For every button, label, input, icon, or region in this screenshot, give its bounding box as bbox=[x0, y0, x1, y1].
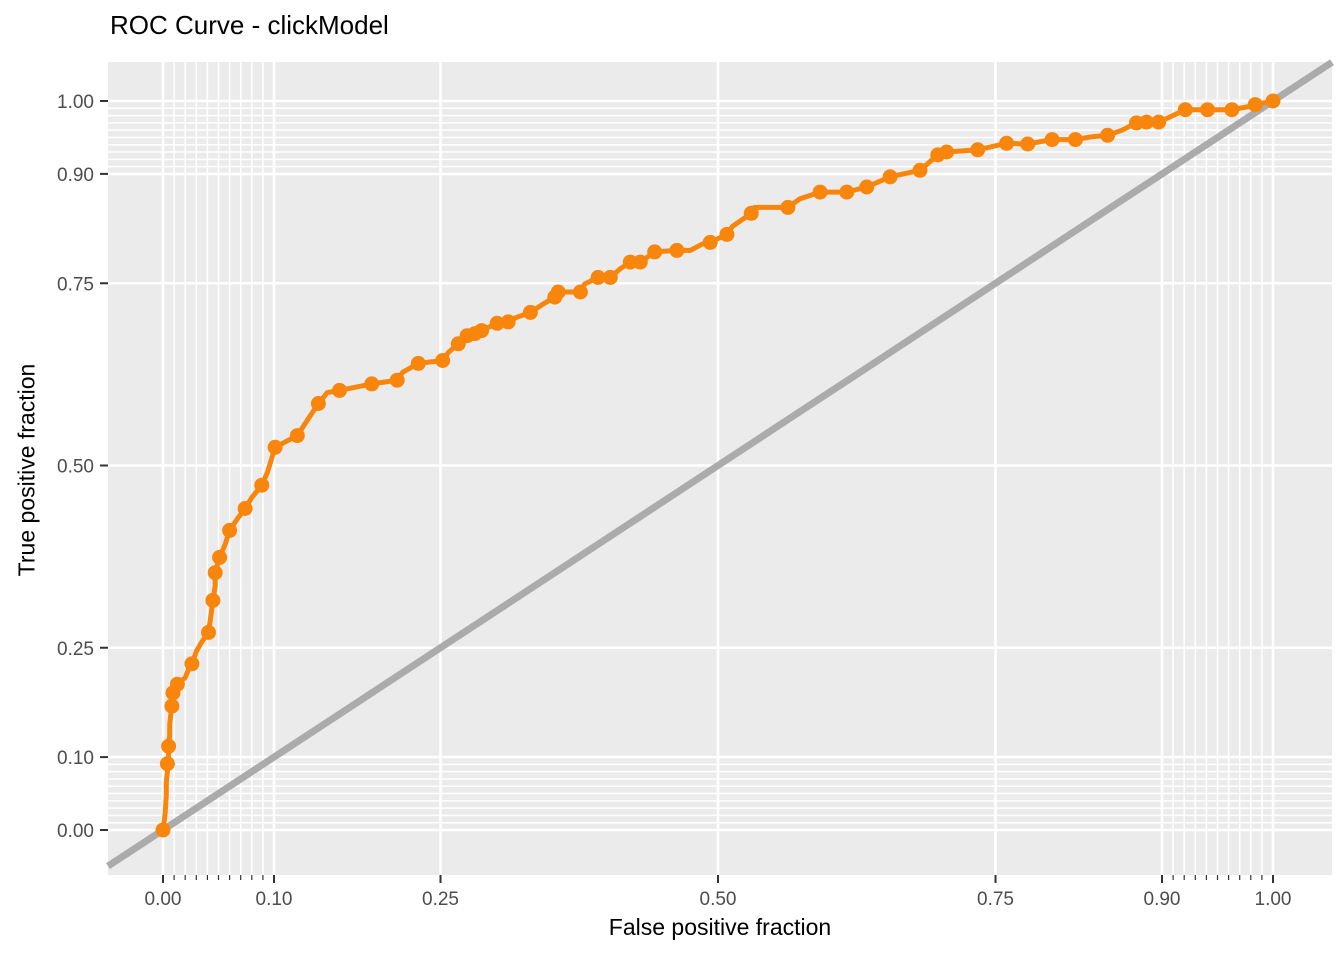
roc-point bbox=[839, 184, 855, 200]
x-tick-label: 0.90 bbox=[1144, 889, 1181, 910]
roc-point bbox=[1224, 102, 1240, 118]
roc-point bbox=[780, 199, 796, 215]
roc-point bbox=[1139, 114, 1154, 130]
roc-curve-points bbox=[155, 93, 1281, 838]
x-tick-labels: 0.00 0.10 0.25 0.50 0.75 0.90 1.00 bbox=[145, 889, 1292, 910]
roc-point bbox=[310, 396, 326, 411]
minor-gridlines bbox=[108, 62, 1332, 875]
x-tick-label: 0.75 bbox=[977, 889, 1014, 910]
roc-point bbox=[161, 738, 177, 754]
roc-point bbox=[410, 355, 426, 371]
roc-point bbox=[205, 592, 221, 608]
roc-point bbox=[590, 269, 606, 285]
roc-point bbox=[812, 184, 828, 200]
roc-point bbox=[222, 522, 238, 538]
roc-point bbox=[201, 624, 216, 640]
roc-point bbox=[212, 549, 228, 565]
roc-point bbox=[1067, 132, 1083, 148]
roc-point bbox=[912, 162, 928, 178]
roc-point bbox=[632, 254, 648, 270]
y-tick-labels: 0.00 0.10 0.25 0.50 0.75 0.90 1.00 bbox=[57, 92, 94, 842]
roc-point bbox=[389, 372, 405, 388]
roc-point bbox=[155, 822, 171, 838]
y-tick-label: 0.75 bbox=[57, 274, 94, 295]
x-tick-label: 1.00 bbox=[1255, 889, 1292, 910]
y-tick-label: 0.00 bbox=[57, 821, 94, 842]
roc-point bbox=[332, 382, 347, 398]
axis-ticks bbox=[100, 100, 1274, 883]
x-axis-title: False positive fraction bbox=[608, 914, 832, 940]
roc-point bbox=[237, 501, 253, 516]
roc-point bbox=[184, 656, 200, 672]
roc-point bbox=[970, 142, 986, 158]
x-tick-label: 0.00 bbox=[145, 889, 182, 910]
roc-point bbox=[1265, 93, 1281, 109]
roc-point bbox=[719, 226, 735, 242]
roc-point bbox=[474, 323, 490, 339]
x-tick-label: 0.25 bbox=[422, 889, 459, 910]
roc-point bbox=[999, 135, 1015, 151]
roc-point bbox=[1020, 136, 1036, 152]
chance-diagonal-line bbox=[106, 59, 1334, 870]
roc-point bbox=[207, 565, 223, 581]
y-tick-label: 0.10 bbox=[57, 748, 94, 769]
roc-point bbox=[859, 179, 875, 195]
y-tick-label: 0.25 bbox=[57, 639, 94, 660]
chart-title: ROC Curve - clickModel bbox=[110, 10, 389, 40]
roc-point bbox=[647, 244, 663, 260]
roc-point bbox=[1100, 127, 1116, 143]
roc-point bbox=[164, 698, 180, 714]
roc-point bbox=[1247, 97, 1263, 113]
roc-point bbox=[743, 205, 759, 221]
y-tick-label: 0.50 bbox=[57, 457, 94, 478]
x-tick-label: 0.10 bbox=[256, 889, 293, 910]
roc-point bbox=[702, 234, 718, 250]
x-tick-label: 0.50 bbox=[700, 889, 737, 910]
roc-point bbox=[289, 428, 305, 444]
roc-point bbox=[939, 144, 955, 160]
roc-point bbox=[364, 376, 380, 392]
roc-point bbox=[1044, 132, 1060, 148]
roc-point bbox=[602, 269, 618, 285]
roc-point bbox=[572, 284, 588, 300]
roc-point bbox=[435, 353, 451, 368]
roc-point bbox=[882, 169, 898, 185]
y-axis-title: True positive fraction bbox=[13, 363, 40, 577]
roc-point bbox=[489, 315, 505, 331]
roc-point bbox=[1177, 102, 1193, 118]
roc-point bbox=[550, 284, 566, 300]
y-tick-label: 0.90 bbox=[57, 165, 94, 186]
roc-point bbox=[522, 304, 538, 320]
roc-point bbox=[169, 676, 185, 692]
roc-point bbox=[1200, 102, 1215, 118]
roc-point bbox=[1151, 114, 1167, 130]
roc-point bbox=[267, 439, 283, 455]
roc-point bbox=[254, 477, 270, 493]
roc-point bbox=[669, 242, 685, 258]
y-tick-label: 1.00 bbox=[57, 92, 94, 113]
roc-point bbox=[159, 756, 175, 772]
roc-point bbox=[500, 314, 516, 330]
